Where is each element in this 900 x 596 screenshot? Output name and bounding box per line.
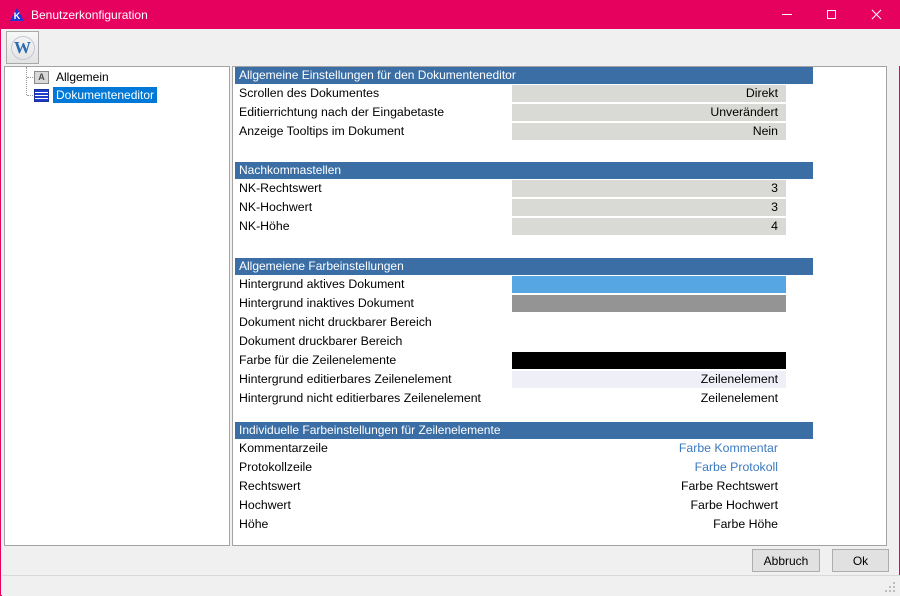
settings-panel: Allgemeine Einstellungen für den Dokumen… — [232, 66, 887, 546]
window-controls — [764, 0, 899, 29]
setting-label: Anzeige Tooltips im Dokument — [239, 124, 405, 138]
tree-connector-stub — [27, 77, 35, 78]
word-export-button[interactable]: W — [6, 31, 39, 64]
minimize-icon — [781, 14, 792, 15]
setting-label: Hochwert — [239, 498, 291, 512]
minimize-button[interactable] — [764, 0, 809, 29]
setting-row: Rechtswert Farbe Rechtswert — [235, 477, 813, 496]
setting-value[interactable]: Nein — [512, 123, 786, 140]
setting-value[interactable]: 3 — [512, 180, 786, 197]
table-icon — [34, 88, 49, 102]
form-icon: A — [34, 70, 49, 84]
toolbar: W — [2, 29, 900, 66]
resize-grip[interactable] — [885, 582, 895, 592]
close-icon — [871, 9, 882, 20]
setting-label: Protokollzeile — [239, 460, 313, 474]
category-tree-panel: A Allgemein Dokumenteneditor — [4, 66, 230, 546]
setting-row: NK-Höhe 4 — [235, 217, 813, 236]
setting-row: Hintergrund inaktives Dokument — [235, 294, 813, 313]
setting-label: Kommentarzeile — [239, 441, 328, 455]
setting-row: NK-Rechtswert 3 — [235, 179, 813, 198]
setting-row: Editierrichtung nach der Eingabetaste Un… — [235, 103, 813, 122]
color-swatch-active-document[interactable] — [512, 276, 786, 293]
setting-label: Dokument druckbarer Bereich — [239, 334, 403, 348]
section-nachkommastellen: Nachkommastellen NK-Rechtswert 3 NK-Hoch… — [235, 162, 813, 236]
ok-button[interactable]: Ok — [832, 549, 889, 572]
maximize-button[interactable] — [809, 0, 854, 29]
tree-item-allgemein[interactable]: A Allgemein — [34, 68, 112, 86]
setting-value[interactable]: 4 — [512, 218, 786, 235]
color-link-kommentar[interactable]: Farbe Kommentar — [678, 441, 778, 455]
setting-label: Hintergrund editierbares Zeilenelement — [239, 372, 452, 386]
category-tree: A Allgemein Dokumenteneditor — [5, 67, 229, 545]
setting-label: Scrollen des Dokumentes — [239, 86, 380, 100]
svg-text:K: K — [14, 11, 21, 21]
color-swatch-editable-element[interactable]: Zeilenelement — [512, 371, 786, 388]
setting-value[interactable]: Unverändert — [512, 104, 786, 121]
setting-row: Hochwert Farbe Hochwert — [235, 496, 813, 515]
setting-row: Hintergrund aktives Dokument — [235, 275, 813, 294]
section-farbeinstellungen: Allgemeiene Farbeinstellungen Hintergrun… — [235, 258, 813, 408]
title-bar[interactable]: K Benutzerkonfiguration — [1, 0, 899, 29]
settings-content: Allgemeine Einstellungen für den Dokumen… — [235, 67, 813, 534]
close-button[interactable] — [854, 0, 899, 29]
color-swatch-inactive-document[interactable] — [512, 295, 786, 312]
word-w-icon: W — [14, 38, 31, 57]
window-title: Benutzerkonfiguration — [31, 7, 148, 22]
maximize-icon — [827, 10, 836, 19]
setting-row: Dokument druckbarer Bereich — [235, 332, 813, 351]
setting-label: Höhe — [239, 517, 269, 531]
color-swatch-printable-area[interactable] — [512, 333, 786, 350]
cancel-button[interactable]: Abbruch — [752, 549, 820, 572]
section-header: Allgemeine Einstellungen für den Dokumen… — [235, 67, 813, 84]
setting-row: Dokument nicht druckbarer Bereich — [235, 313, 813, 332]
tree-item-label-selected: Dokumenteneditor — [53, 87, 158, 103]
section-header: Individuelle Farbeinstellungen für Zeile… — [235, 422, 813, 439]
setting-row: NK-Hochwert 3 — [235, 198, 813, 217]
status-bar — [2, 575, 900, 596]
tree-connector-stub — [27, 95, 35, 96]
globe-icon — [10, 35, 35, 60]
setting-label: Farbe für die Zeilenelemente — [239, 353, 397, 367]
color-link-protokoll[interactable]: Farbe Protokoll — [694, 460, 778, 474]
setting-label: NK-Hochwert — [239, 200, 313, 214]
setting-label: Hintergrund nicht editierbares Zeilenele… — [239, 391, 481, 405]
color-link-hochwert[interactable]: Farbe Hochwert — [690, 498, 778, 512]
setting-row: Kommentarzeile Farbe Kommentar — [235, 439, 813, 458]
tree-item-dokumenteneditor[interactable]: Dokumenteneditor — [34, 86, 158, 104]
setting-row: Protokollzeile Farbe Protokoll — [235, 458, 813, 477]
setting-row: Höhe Farbe Höhe — [235, 515, 813, 534]
setting-label: Hintergrund aktives Dokument — [239, 277, 405, 291]
setting-row: Farbe für die Zeilenelemente — [235, 351, 813, 370]
setting-value[interactable]: 3 — [512, 199, 786, 216]
setting-row: Hintergrund nicht editierbares Zeilenele… — [235, 389, 813, 408]
app-logo-icon: K — [10, 7, 24, 21]
setting-label: NK-Rechtswert — [239, 181, 322, 195]
section-header: Nachkommastellen — [235, 162, 813, 179]
color-link-hoehe[interactable]: Farbe Höhe — [713, 517, 778, 531]
setting-label: Hintergrund inaktives Dokument — [239, 296, 414, 310]
setting-label: NK-Höhe — [239, 219, 290, 233]
setting-row: Scrollen des Dokumentes Direkt — [235, 84, 813, 103]
color-swatch-nonprintable-area[interactable] — [512, 314, 786, 331]
section-individuelle-farben: Individuelle Farbeinstellungen für Zeile… — [235, 422, 813, 534]
setting-label: Editierrichtung nach der Eingabetaste — [239, 105, 445, 119]
section-allgemeine-einstellungen: Allgemeine Einstellungen für den Dokumen… — [235, 67, 813, 141]
color-swatch-noneditable-element[interactable]: Zeilenelement — [700, 391, 778, 405]
setting-row: Hintergrund editierbares Zeilenelement Z… — [235, 370, 813, 389]
setting-label: Dokument nicht druckbarer Bereich — [239, 315, 432, 329]
tree-connector-line — [26, 67, 27, 95]
color-swatch-line-elements[interactable] — [512, 352, 786, 369]
setting-value[interactable]: Direkt — [512, 85, 786, 102]
section-header: Allgemeiene Farbeinstellungen — [235, 258, 813, 275]
color-link-rechtswert[interactable]: Farbe Rechtswert — [680, 479, 778, 493]
tree-item-label: Allgemein — [56, 70, 109, 84]
setting-label: Rechtswert — [239, 479, 301, 493]
setting-row: Anzeige Tooltips im Dokument Nein — [235, 122, 813, 141]
